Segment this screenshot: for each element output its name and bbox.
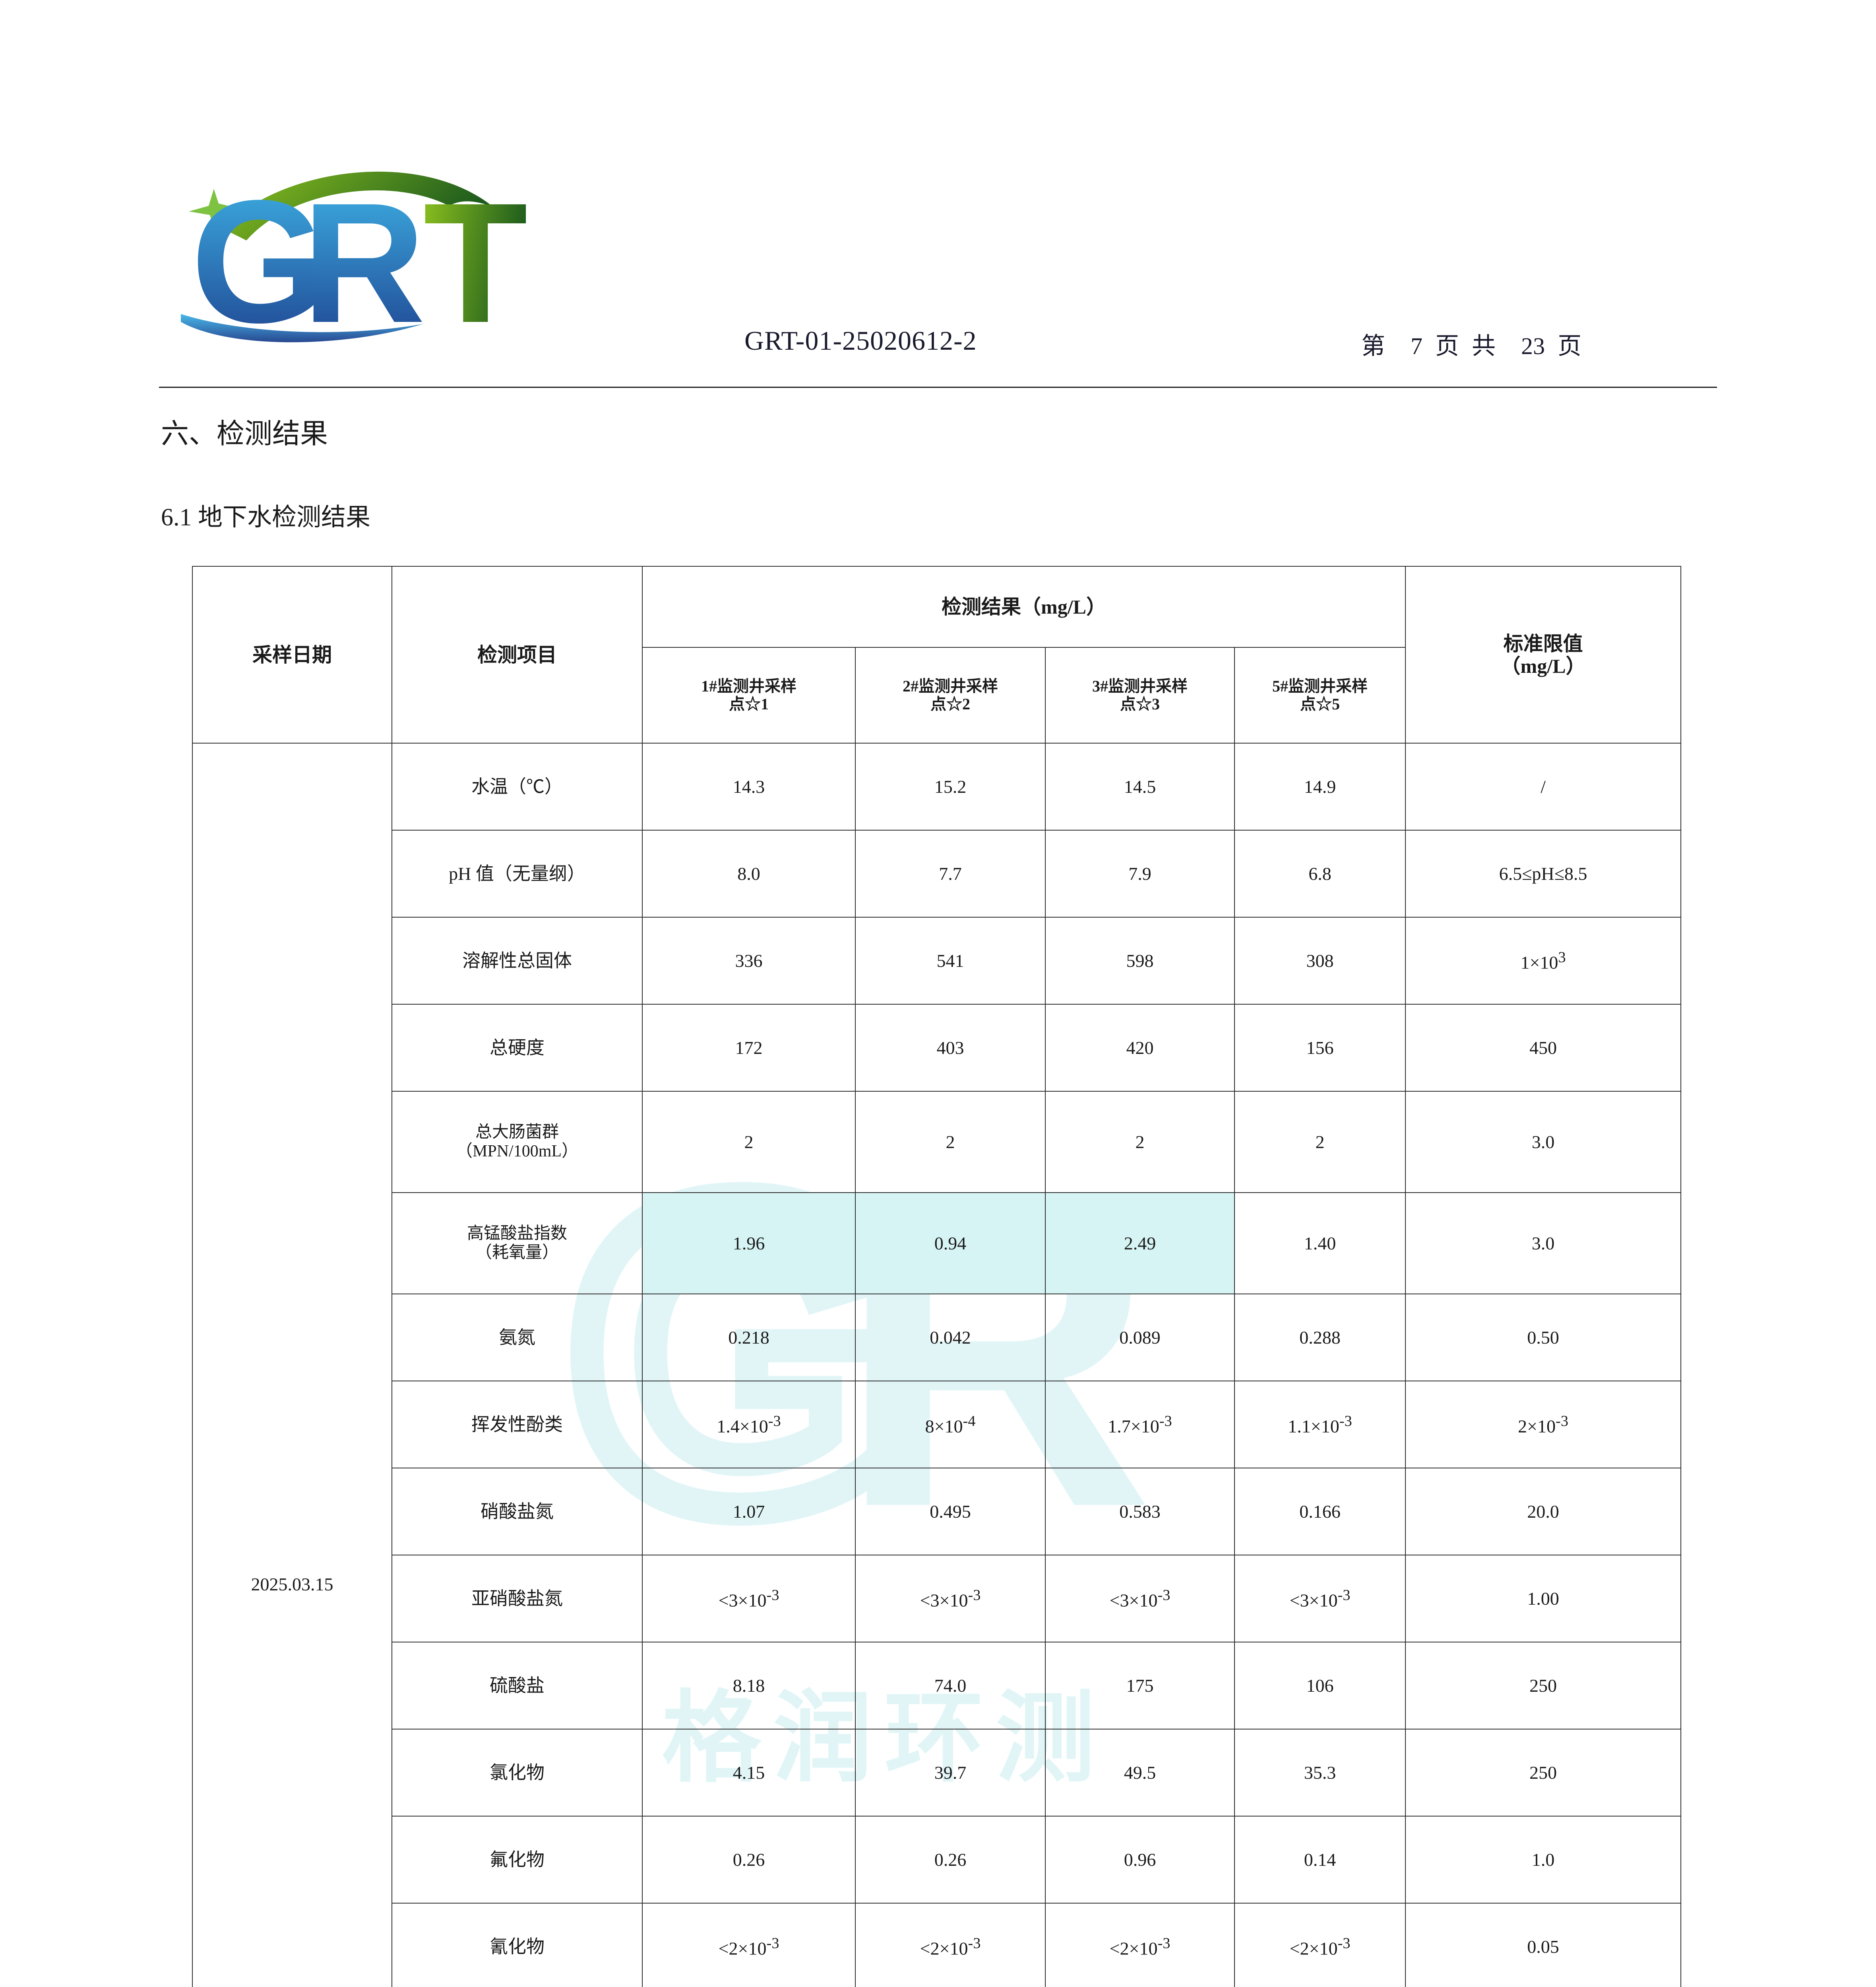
svg-text:T: T	[423, 168, 528, 358]
svg-text:R: R	[302, 168, 426, 358]
